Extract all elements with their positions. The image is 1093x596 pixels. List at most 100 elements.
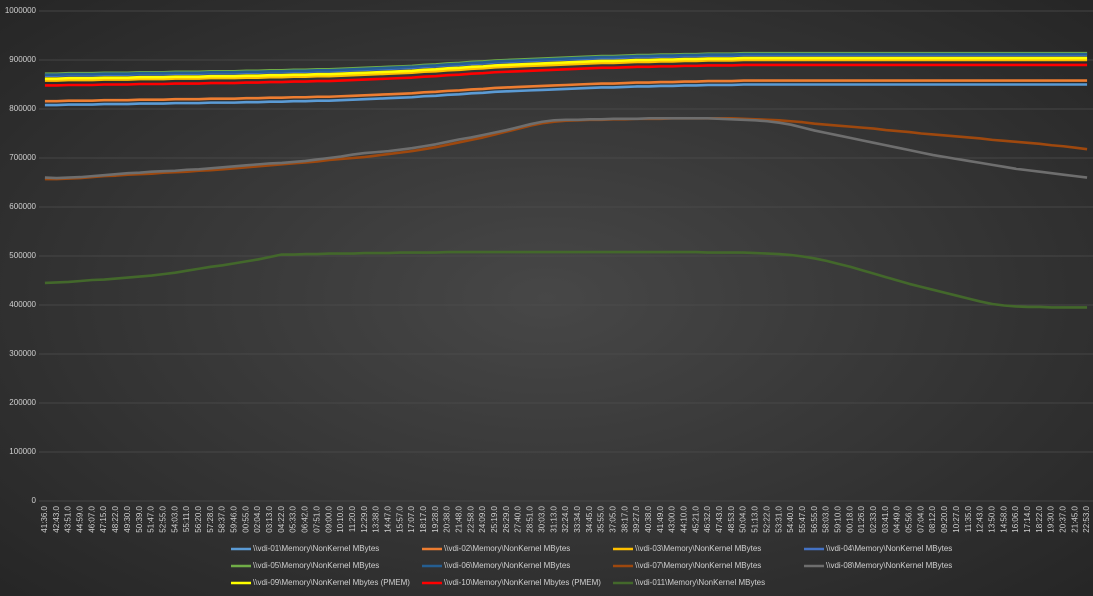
x-tick-label: 59:10.0: [833, 505, 842, 532]
x-tick-label: 43:00.0: [668, 505, 677, 532]
legend-label: \\vdi-011\Memory\NonKernel MBytes: [635, 578, 765, 587]
x-tick-label: 22:58.0: [466, 505, 475, 532]
x-tick-label: 01:26.0: [857, 505, 866, 532]
y-tick-label: 500000: [9, 251, 36, 260]
x-tick-label: 44:59.0: [76, 505, 85, 532]
x-tick-label: 20:38.0: [443, 505, 452, 532]
x-tick-label: 21:45.0: [1070, 505, 1079, 532]
x-tick-label: 17:07.0: [407, 505, 416, 532]
x-tick-label: 05:33.0: [289, 505, 298, 532]
x-tick-label: 32:24.0: [561, 505, 570, 532]
x-tick-label: 41:36.0: [40, 505, 49, 532]
series-line: [44, 83, 1088, 107]
x-tick-label: 56:20.0: [194, 505, 203, 532]
legend-label: \\vdi-04\Memory\NonKernel MBytes: [826, 544, 952, 553]
x-tick-label: 11:20.0: [348, 505, 357, 532]
series-line: [44, 52, 1088, 76]
x-tick-label: 48:53.0: [727, 505, 736, 532]
x-tick-label: 11:35.0: [964, 505, 973, 532]
y-tick-label: 300000: [9, 349, 36, 358]
x-tick-label: 51:13.0: [751, 505, 760, 532]
x-tick-label: 30:03.0: [537, 505, 546, 532]
x-tick-label: 03:41.0: [881, 505, 890, 532]
x-tick-label: 35:55.0: [597, 505, 606, 532]
legend-label: \\vdi-06\Memory\NonKernel MBytes: [444, 561, 570, 570]
x-tick-label: 09:00.0: [324, 505, 333, 532]
y-tick-label: 200000: [9, 398, 36, 407]
x-tick-label: 31:13.0: [549, 505, 558, 532]
x-tick-label: 40:38.0: [644, 505, 653, 532]
x-tick-label: 20:37.0: [1059, 505, 1068, 532]
series-line: [44, 58, 1088, 82]
x-tick-label: 27:40.0: [514, 505, 523, 532]
x-tick-label: 12:43.0: [976, 505, 985, 532]
x-tick-label: 34:45.0: [585, 505, 594, 532]
x-tick-label: 50:04.0: [739, 505, 748, 532]
x-tick-label: 18:22.0: [1035, 505, 1044, 532]
legend-label: \\vdi-03\Memory\NonKernel MBytes: [635, 544, 761, 553]
x-tick-label: 52:55.0: [158, 505, 167, 532]
x-tick-label: 45:21.0: [691, 505, 700, 532]
x-tick-label: 55:47.0: [798, 505, 807, 532]
x-tick-label: 06:42.0: [301, 505, 310, 532]
x-tick-label: 42:43.0: [52, 505, 61, 532]
series-line: [44, 117, 1088, 180]
legend-label: \\vdi-02\Memory\NonKernel MBytes: [444, 544, 570, 553]
x-tick-label: 26:29.0: [502, 505, 511, 532]
legend-label: \\vdi-10\Memory\NonKernel Mbytes (PMEM): [444, 578, 601, 587]
x-tick-label: 56:55.0: [810, 505, 819, 532]
legend-label: \\vdi-01\Memory\NonKernel MBytes: [253, 544, 379, 553]
x-tick-label: 17:14.0: [1023, 505, 1032, 532]
legend-label: \\vdi-05\Memory\NonKernel MBytes: [253, 561, 379, 570]
x-tick-label: 38:17.0: [620, 505, 629, 532]
x-tick-label: 07:04.0: [916, 505, 925, 532]
y-tick-label: 800000: [9, 104, 36, 113]
x-tick-label: 39:27.0: [632, 505, 641, 532]
x-tick-label: 04:22.0: [277, 505, 286, 532]
x-tick-label: 54:40.0: [786, 505, 795, 532]
x-tick-label: 05:56.0: [905, 505, 914, 532]
x-tick-label: 58:37.0: [218, 505, 227, 532]
x-tick-label: 16:06.0: [1011, 505, 1020, 532]
x-tick-label: 02:33.0: [869, 505, 878, 532]
x-tick-label: 00:55.0: [241, 505, 250, 532]
x-tick-label: 54:03.0: [170, 505, 179, 532]
x-tick-label: 00:18.0: [845, 505, 854, 532]
series-line: [44, 56, 1088, 80]
x-tick-label: 58:03.0: [822, 505, 831, 532]
x-tick-label: 57:28.0: [206, 505, 215, 532]
x-tick-label: 07:51.0: [312, 505, 321, 532]
y-tick-label: 900000: [9, 55, 36, 64]
x-tick-label: 37:05.0: [608, 505, 617, 532]
x-tick-label: 46:07.0: [87, 505, 96, 532]
x-tick-label: 24:09.0: [478, 505, 487, 532]
x-tick-label: 46:32.0: [703, 505, 712, 532]
x-tick-label: 50:39.0: [135, 505, 144, 532]
x-tick-label: 19:28.0: [431, 505, 440, 532]
series-line: [44, 63, 1088, 87]
x-tick-label: 51:47.0: [147, 505, 156, 532]
x-tick-label: 15:57.0: [395, 505, 404, 532]
x-tick-label: 14:47.0: [383, 505, 392, 532]
x-tick-label: 19:30.0: [1047, 505, 1056, 532]
y-tick-label: 0: [32, 496, 37, 505]
x-tick-label: 41:49.0: [656, 505, 665, 532]
series-line: [44, 79, 1088, 103]
x-tick-label: 14:58.0: [999, 505, 1008, 532]
series-line: [44, 250, 1088, 309]
x-tick-label: 21:48.0: [455, 505, 464, 532]
x-tick-label: 10:27.0: [952, 505, 961, 532]
x-tick-label: 47:43.0: [715, 505, 724, 532]
legend-label: \\vdi-07\Memory\NonKernel MBytes: [635, 561, 761, 570]
y-tick-label: 1000000: [5, 6, 37, 15]
x-tick-label: 55:11.0: [182, 505, 191, 532]
x-tick-label: 53:31.0: [774, 505, 783, 532]
legend-label: \\vdi-08\Memory\NonKernel MBytes: [826, 561, 952, 570]
x-tick-label: 44:10.0: [680, 505, 689, 532]
x-tick-label: 52:22.0: [762, 505, 771, 532]
legend-label: \\vdi-09\Memory\NonKernel Mbytes (PMEM): [253, 578, 410, 587]
x-tick-label: 28:51.0: [526, 505, 535, 532]
x-tick-label: 13:50.0: [987, 505, 996, 532]
x-tick-label: 09:20.0: [940, 505, 949, 532]
